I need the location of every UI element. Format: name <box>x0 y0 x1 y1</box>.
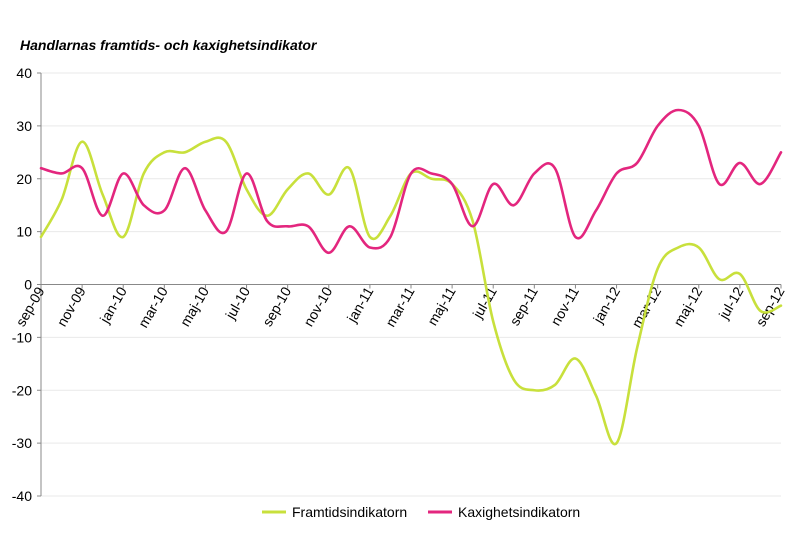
x-tick-label: jul-10 <box>222 284 254 323</box>
y-tick-label: -30 <box>12 435 32 451</box>
gridlines <box>41 72 781 497</box>
x-tick-label: maj-12 <box>670 284 705 329</box>
x-tick-label: jul-11 <box>469 284 500 322</box>
y-tick-label: -40 <box>12 488 32 504</box>
y-tick-label: 10 <box>16 224 32 240</box>
x-tick-label: sep-09 <box>12 284 47 329</box>
x-tick-label: maj-10 <box>177 284 212 329</box>
legend-label: Kaxighetsindikatorn <box>458 504 580 520</box>
x-tick-label: nov-11 <box>547 284 582 328</box>
y-tick-label: 30 <box>16 118 32 134</box>
x-tick-label: mar-11 <box>382 284 418 330</box>
series-lines <box>39 108 783 446</box>
x-tick-label: nov-10 <box>300 284 335 329</box>
chart-title: Handlarnas framtids- och kaxighetsindika… <box>20 37 318 53</box>
x-tick-label: jan-10 <box>96 284 130 327</box>
x-tick-label: mar-10 <box>135 284 171 331</box>
x-tick-label: jul-12 <box>715 284 747 323</box>
x-tick-label: nov-09 <box>53 284 88 329</box>
y-tick-labels: 40 30 20 10 0 -10 -20 -30 -40 <box>12 65 32 504</box>
y-tick-label: -20 <box>12 382 32 398</box>
axes <box>37 72 782 497</box>
legend: Framtidsindikatorn Kaxighetsindikatorn <box>262 504 580 520</box>
x-tick-labels: sep-09 nov-09 jan-10 mar-10 maj-10 jul-10 sep-… <box>12 284 787 331</box>
legend-label: Framtidsindikatorn <box>292 504 407 520</box>
y-tick-label: 20 <box>16 171 32 187</box>
x-tick-label: maj-11 <box>424 284 459 328</box>
x-tick-label: sep-10 <box>259 284 294 329</box>
x-tick-label: jan-11 <box>343 284 376 326</box>
y-tick-label: -10 <box>12 329 32 345</box>
x-tick-label: jan-12 <box>589 284 623 327</box>
x-tick-label: sep-11 <box>506 284 541 328</box>
series-line-0 <box>39 136 783 446</box>
y-tick-label: 40 <box>16 65 32 81</box>
y-tick-label: 0 <box>24 277 32 293</box>
series-line-1 <box>39 108 783 255</box>
